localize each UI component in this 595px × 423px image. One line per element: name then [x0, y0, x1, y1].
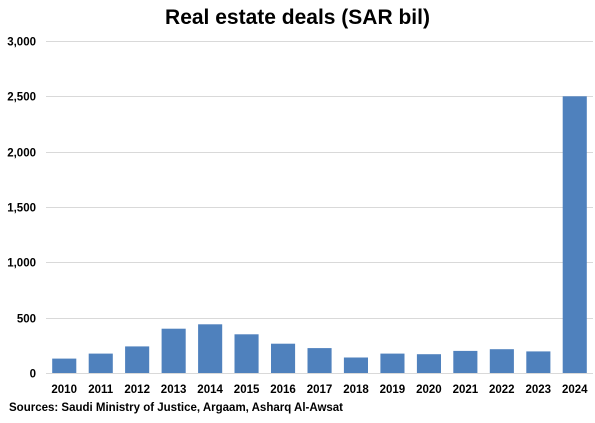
bar-2023	[526, 351, 551, 373]
bar-2017	[307, 348, 332, 373]
x-tick-label-2024: 2024	[562, 384, 588, 396]
bar-2011	[88, 353, 113, 373]
bar-2013	[161, 328, 186, 373]
x-tick-label-2018: 2018	[343, 384, 369, 396]
bar-2018	[343, 357, 368, 373]
x-tick-label-2010: 2010	[51, 384, 77, 396]
x-tick-label-2019: 2019	[380, 384, 406, 396]
y-tick-label: 0	[30, 369, 36, 381]
x-tick-label-2015: 2015	[234, 384, 260, 396]
x-tick-label-2020: 2020	[416, 384, 442, 396]
source-note: Sources: Saudi Ministry of Justice, Arga…	[9, 402, 344, 414]
x-axis-tick-labels: 2010 2011 2012 2013 2014 2015 2016 2017 2018 2019…	[51, 384, 588, 396]
gridlines	[46, 41, 593, 374]
x-tick-label-2014: 2014	[197, 384, 223, 396]
x-tick-label-2021: 2021	[453, 384, 479, 396]
bar-2021	[453, 350, 478, 373]
chart-title: Real estate deals (SAR bil)	[165, 6, 430, 29]
bar-2010	[52, 358, 77, 373]
bar-2024	[562, 96, 587, 374]
y-tick-label: 1,000	[7, 258, 36, 270]
x-tick-label-2012: 2012	[124, 384, 150, 396]
bars	[52, 96, 587, 374]
x-tick-label-2016: 2016	[270, 384, 296, 396]
bar-2014	[198, 324, 223, 373]
bar-2019	[380, 353, 405, 373]
y-tick-label: 3,000	[7, 37, 36, 49]
bar-2012	[125, 346, 150, 373]
bar-2015	[234, 334, 259, 373]
y-tick-label: 2,500	[7, 92, 36, 104]
bar-2020	[416, 354, 441, 373]
x-tick-label-2013: 2013	[161, 384, 187, 396]
x-tick-label-2022: 2022	[489, 384, 515, 396]
y-tick-label: 2,000	[7, 148, 36, 160]
bar-2016	[271, 343, 296, 373]
y-tick-label: 500	[17, 314, 36, 326]
bar-2022	[489, 349, 514, 373]
x-tick-label-2017: 2017	[307, 384, 333, 396]
x-tick-label-2011: 2011	[88, 384, 114, 396]
y-axis-tick-labels: 0 500 1,000 1,500 2,000 2,500 3,000	[7, 37, 36, 381]
x-tick-label-2023: 2023	[526, 384, 552, 396]
y-tick-label: 1,500	[7, 203, 36, 215]
